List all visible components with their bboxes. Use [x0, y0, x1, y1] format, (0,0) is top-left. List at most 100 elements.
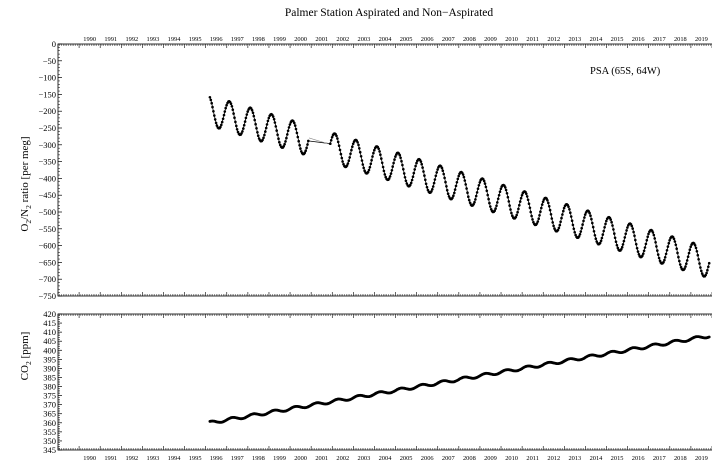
o2n2-data-point: [672, 237, 676, 241]
o2n2-data-point: [305, 146, 308, 150]
o2n2-data-point: [224, 106, 227, 110]
o2n2-data-point: [234, 120, 237, 124]
o2n2-data-point: [581, 223, 584, 226]
o2n2-data-point: [705, 271, 708, 275]
o2n2-data-point: [683, 267, 686, 270]
o2n2-data-point: [634, 242, 638, 246]
o2n2-data-point: [685, 262, 688, 266]
o2n2-data-point: [473, 200, 476, 204]
o2n2-data-point: [573, 231, 576, 234]
o2n2-data-point: [655, 245, 658, 248]
o2n2-data-point: [548, 208, 552, 212]
o2n2-data-point: [244, 116, 248, 120]
o2n2-data-point: [675, 247, 678, 250]
o2n2-data-point: [409, 181, 413, 185]
o2n2-data-point: [303, 151, 307, 154]
o2n2-data-point: [625, 229, 628, 232]
station-annotation: PSA (65S, 64W): [590, 66, 661, 77]
o2n2-data-point: [651, 231, 655, 234]
o2n2-x-tick-label-top: 2005: [400, 36, 413, 43]
o2n2-data-point: [613, 236, 617, 240]
o2n2-ylabel-mid: /N: [19, 209, 31, 220]
o2n2-data-point: [453, 191, 456, 195]
o2n2-x-tick-label-top: 1990: [83, 36, 96, 43]
o2n2-data-point: [293, 121, 296, 125]
o2n2-x-tick-label-top: 1996: [210, 36, 223, 43]
o2n2-data-point: [371, 155, 374, 158]
o2n2-data-point: [583, 216, 586, 219]
o2n2-data-point: [462, 175, 466, 179]
o2n2-data-point: [362, 166, 366, 170]
co2-plot-frame: [57, 313, 712, 451]
o2n2-data-point: [330, 136, 334, 139]
o2n2-data-point: [676, 251, 679, 255]
o2n2-data-point: [494, 207, 497, 210]
o2n2-x-tick-label-top: 2002: [336, 36, 349, 43]
o2n2-data-point: [409, 183, 412, 187]
o2n2-data-point: [664, 252, 668, 256]
o2n2-data-point: [393, 158, 396, 161]
co2-y-tick-label: 380: [43, 382, 56, 392]
o2n2-data-point: [552, 224, 555, 228]
o2n2-data-point: [654, 241, 657, 244]
o2n2-data-point: [537, 217, 540, 220]
o2n2-data-point: [446, 192, 450, 195]
o2n2-data-point: [561, 213, 564, 216]
o2n2-data-point: [657, 256, 661, 260]
o2n2-data-point: [223, 110, 227, 113]
o2n2-data-point: [474, 194, 478, 198]
o2n2-data-point: [337, 144, 341, 147]
o2n2-data-point: [541, 200, 545, 203]
o2n2-data-point: [622, 239, 626, 243]
o2n2-data-point: [242, 123, 246, 127]
o2n2-data-point: [232, 112, 235, 115]
o2n2-data-point: [484, 185, 488, 189]
o2n2-data-point: [525, 195, 529, 198]
o2n2-data-point: [496, 197, 500, 201]
o2n2-y-tick-label: −350: [38, 157, 56, 167]
co2-x-tick-label-bottom: 2012: [547, 455, 560, 462]
o2n2-data-point: [493, 209, 497, 212]
co2-x-tick-label-bottom: 1999: [273, 455, 286, 462]
o2n2-y-tick-label: −650: [38, 257, 56, 267]
o2n2-x-tick-label-top: 2000: [294, 36, 307, 43]
o2n2-data-point: [411, 175, 415, 178]
o2n2-x-tick-label-top: 1995: [189, 36, 202, 43]
o2n2-data-point: [601, 233, 605, 236]
co2-x-tick-label-bottom: 2010: [505, 455, 518, 462]
o2n2-data-point: [560, 216, 563, 220]
o2n2-data-point: [620, 248, 623, 251]
o2n2-data-point: [235, 124, 238, 128]
o2n2-data-point: [666, 245, 670, 248]
o2n2-data-point: [341, 160, 344, 163]
o2n2-data-point: [605, 219, 608, 223]
o2n2-data-point: [264, 126, 268, 130]
o2n2-data-point: [496, 201, 499, 204]
co2-x-tick-label-bottom: 2003: [358, 455, 371, 462]
o2n2-data-point: [603, 226, 606, 229]
o2n2-data-point: [514, 215, 518, 219]
o2n2-data-point: [361, 163, 365, 166]
o2n2-data-point: [613, 232, 616, 235]
o2n2-y-tick-label: −700: [38, 274, 56, 284]
o2n2-x-tick-label-top: 2019: [695, 36, 708, 43]
o2n2-data-point: [620, 245, 624, 249]
o2n2-data-point: [662, 260, 665, 264]
o2n2-data-point: [656, 249, 659, 252]
o2n2-data-point: [591, 221, 594, 225]
o2n2-data-point: [210, 101, 213, 105]
o2n2-data-point: [274, 125, 278, 128]
o2n2-data-point: [360, 159, 364, 162]
o2n2-data-point: [220, 120, 224, 124]
co2-x-tick-label-bottom: 1993: [147, 455, 160, 462]
o2n2-data-point: [486, 193, 490, 197]
co2-y-tick-label: 345: [43, 445, 56, 455]
o2n2-data-point: [293, 124, 297, 127]
co2-x-tick-label-bottom: 2017: [653, 455, 667, 462]
o2n2-data-point: [489, 205, 492, 208]
co2-x-tick-label-bottom: 2004: [379, 455, 393, 462]
o2n2-plot-frame: [57, 43, 712, 297]
o2n2-x-tick-label-top: 2015: [611, 36, 624, 43]
o2n2-x-tick-label-top: 2011: [526, 36, 539, 43]
o2n2-data-point: [706, 268, 709, 272]
